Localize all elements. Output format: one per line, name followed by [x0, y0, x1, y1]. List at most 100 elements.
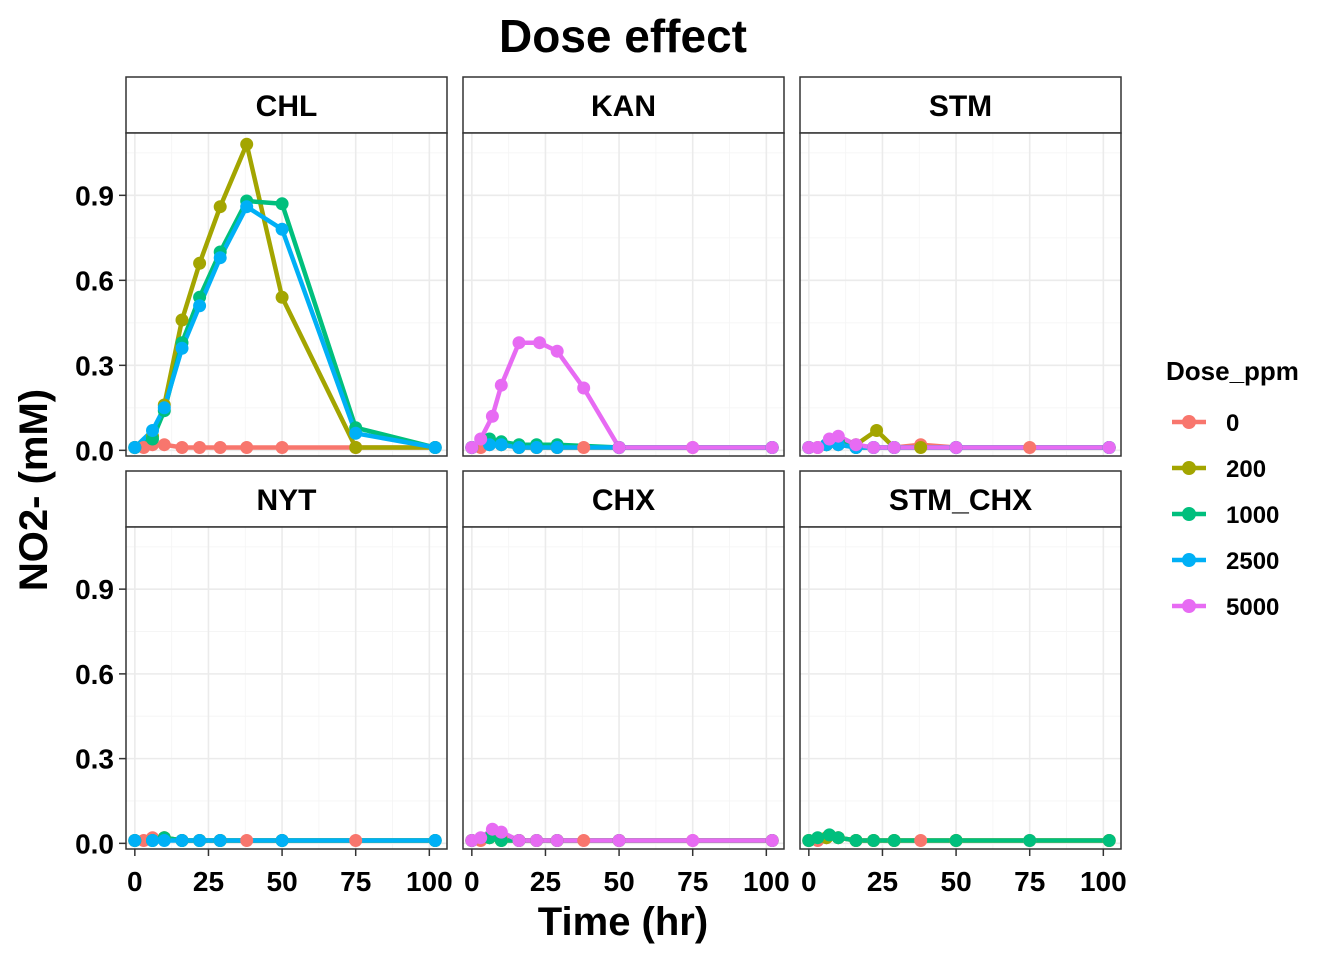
- data-point-chl-dose-2500: [157, 401, 171, 415]
- data-point-chx-dose-5000: [612, 834, 626, 847]
- y-tick-labels: 0.0 0.3 0.6 0.9 0.0 0.3 0.6 0.9: [75, 180, 126, 859]
- legend-entries: 0 200 1000 2500 5000: [1172, 410, 1279, 621]
- x-axis-title: Time (hr): [538, 900, 708, 944]
- legend: Dose_ppm 0 200 1000 2500 5000: [1166, 356, 1299, 621]
- data-point-chx-dose-5000: [686, 834, 700, 847]
- x-tick-label: 100: [1080, 866, 1127, 897]
- facet-label-chl: CHL: [256, 90, 318, 123]
- y-axis-title: NO2- (mM): [12, 389, 56, 591]
- data-point-kan-dose-2500: [494, 438, 508, 452]
- data-point-chx-dose-5000: [530, 834, 544, 847]
- data-point-nyt-dose-2500: [146, 834, 159, 847]
- y-tick-label: 0.9: [75, 180, 114, 211]
- legend-label: 1000: [1226, 502, 1279, 529]
- y-tick-label: 0.9: [75, 574, 114, 605]
- data-point-chl-dose-2500: [193, 299, 207, 313]
- data-point-stm-dose-5000: [887, 441, 901, 454]
- facet-label-stm-chx: STM_CHX: [889, 484, 1032, 517]
- legend-entry-200: 200: [1172, 456, 1266, 483]
- data-point-chl-dose-2500: [275, 222, 289, 236]
- data-point-kan-dose-5000: [465, 441, 479, 454]
- data-point-chx-dose-0: [577, 834, 591, 847]
- data-point-stm-chx-dose-0: [914, 834, 928, 847]
- facet-panel-chl: CHL: [125, 76, 448, 457]
- facet-strip-stm-chx: [799, 470, 1122, 528]
- facet-strip-nyt: [125, 470, 448, 528]
- legend-title: Dose_ppm: [1166, 356, 1299, 386]
- plot-background: [800, 527, 1121, 849]
- data-point-chl-dose-2500: [349, 426, 363, 440]
- data-point-stm-dose-5000: [1102, 441, 1116, 454]
- data-point-chl-dose-200: [240, 137, 254, 151]
- data-point-chl-dose-2500: [128, 441, 142, 454]
- data-point-stm-dose-5000: [867, 441, 881, 454]
- x-tick-label: 100: [406, 866, 453, 897]
- facet-panels: CHL KAN STM NYT CHX STM_CHX: [125, 76, 1122, 850]
- legend-label: 5000: [1226, 594, 1279, 621]
- x-tick-label: 25: [530, 866, 561, 897]
- data-point-chx-dose-5000: [512, 834, 526, 847]
- data-point-chl-dose-200: [213, 200, 227, 214]
- data-point-stm-chx-dose-1000: [1102, 834, 1116, 847]
- legend-label: 0: [1226, 410, 1239, 437]
- data-point-chx-dose-5000: [765, 834, 779, 847]
- data-point-chx-dose-5000: [474, 831, 488, 845]
- data-point-kan-dose-5000: [577, 381, 591, 395]
- data-point-stm-chx-dose-1000: [849, 834, 863, 847]
- data-point-kan-dose-5000: [474, 432, 488, 446]
- x-tick-label: 75: [677, 866, 708, 897]
- data-point-chl-dose-0: [193, 441, 207, 454]
- panel-border: [462, 132, 785, 457]
- y-tick-label: 0.0: [75, 435, 114, 466]
- facet-strip-chx: [462, 470, 785, 528]
- legend-entry-0: 0: [1172, 410, 1239, 437]
- legend-key-point: [1182, 599, 1196, 613]
- plot-background: [800, 133, 1121, 456]
- data-point-chl-dose-2500: [213, 251, 227, 265]
- data-point-kan-dose-5000: [765, 441, 779, 454]
- x-tick-label: 25: [193, 866, 224, 897]
- data-point-kan-dose-5000: [612, 441, 626, 454]
- x-tick-label: 50: [267, 866, 298, 897]
- x-tick-label: 50: [941, 866, 972, 897]
- data-point-stm-chx-dose-1000: [867, 834, 881, 847]
- legend-key-point: [1182, 461, 1196, 475]
- data-point-kan-dose-2500: [530, 441, 544, 454]
- data-point-nyt-dose-2500: [128, 834, 142, 847]
- y-tick-label: 0.0: [75, 828, 114, 859]
- facet-panel-stm-chx: STM_CHX: [799, 470, 1122, 850]
- facet-panel-chx: CHX: [462, 470, 785, 850]
- data-point-stm-chx-dose-1000: [1023, 834, 1037, 847]
- data-point-kan-dose-0: [577, 441, 591, 454]
- data-point-kan-dose-2500: [550, 441, 564, 454]
- data-point-kan-dose-5000: [512, 336, 526, 350]
- panel-border: [799, 132, 1122, 457]
- data-point-stm-dose-0: [1023, 441, 1037, 454]
- y-tick-label: 0.6: [75, 265, 114, 296]
- plot-background: [463, 527, 784, 849]
- facet-panel-nyt: NYT: [125, 470, 448, 850]
- legend-key-point: [1182, 415, 1196, 429]
- panel-border: [799, 526, 1122, 850]
- panel-border: [125, 526, 448, 850]
- y-tick-label: 0.3: [75, 744, 114, 775]
- x-tick-label: 0: [464, 866, 480, 897]
- facet-panel-kan: KAN: [462, 76, 785, 457]
- data-point-chl-dose-200: [349, 441, 363, 454]
- data-point-stm-dose-5000: [802, 441, 816, 454]
- data-point-stm-dose-200: [914, 441, 928, 454]
- panel-border: [462, 526, 785, 850]
- data-point-nyt-dose-2500: [193, 834, 207, 847]
- data-point-chl-dose-2500: [146, 424, 159, 437]
- plot-background: [126, 527, 447, 849]
- legend-entry-5000: 5000: [1172, 594, 1279, 621]
- data-point-kan-dose-5000: [686, 441, 700, 454]
- x-tick-label: 75: [1014, 866, 1045, 897]
- facet-label-stm: STM: [929, 90, 992, 123]
- series-line-chl-dose-2500: [132, 204, 438, 450]
- y-tick-label: 0.6: [75, 659, 114, 690]
- data-point-chx-dose-5000: [494, 825, 508, 839]
- data-point-nyt-dose-2500: [428, 834, 442, 847]
- data-point-kan-dose-5000: [533, 336, 547, 350]
